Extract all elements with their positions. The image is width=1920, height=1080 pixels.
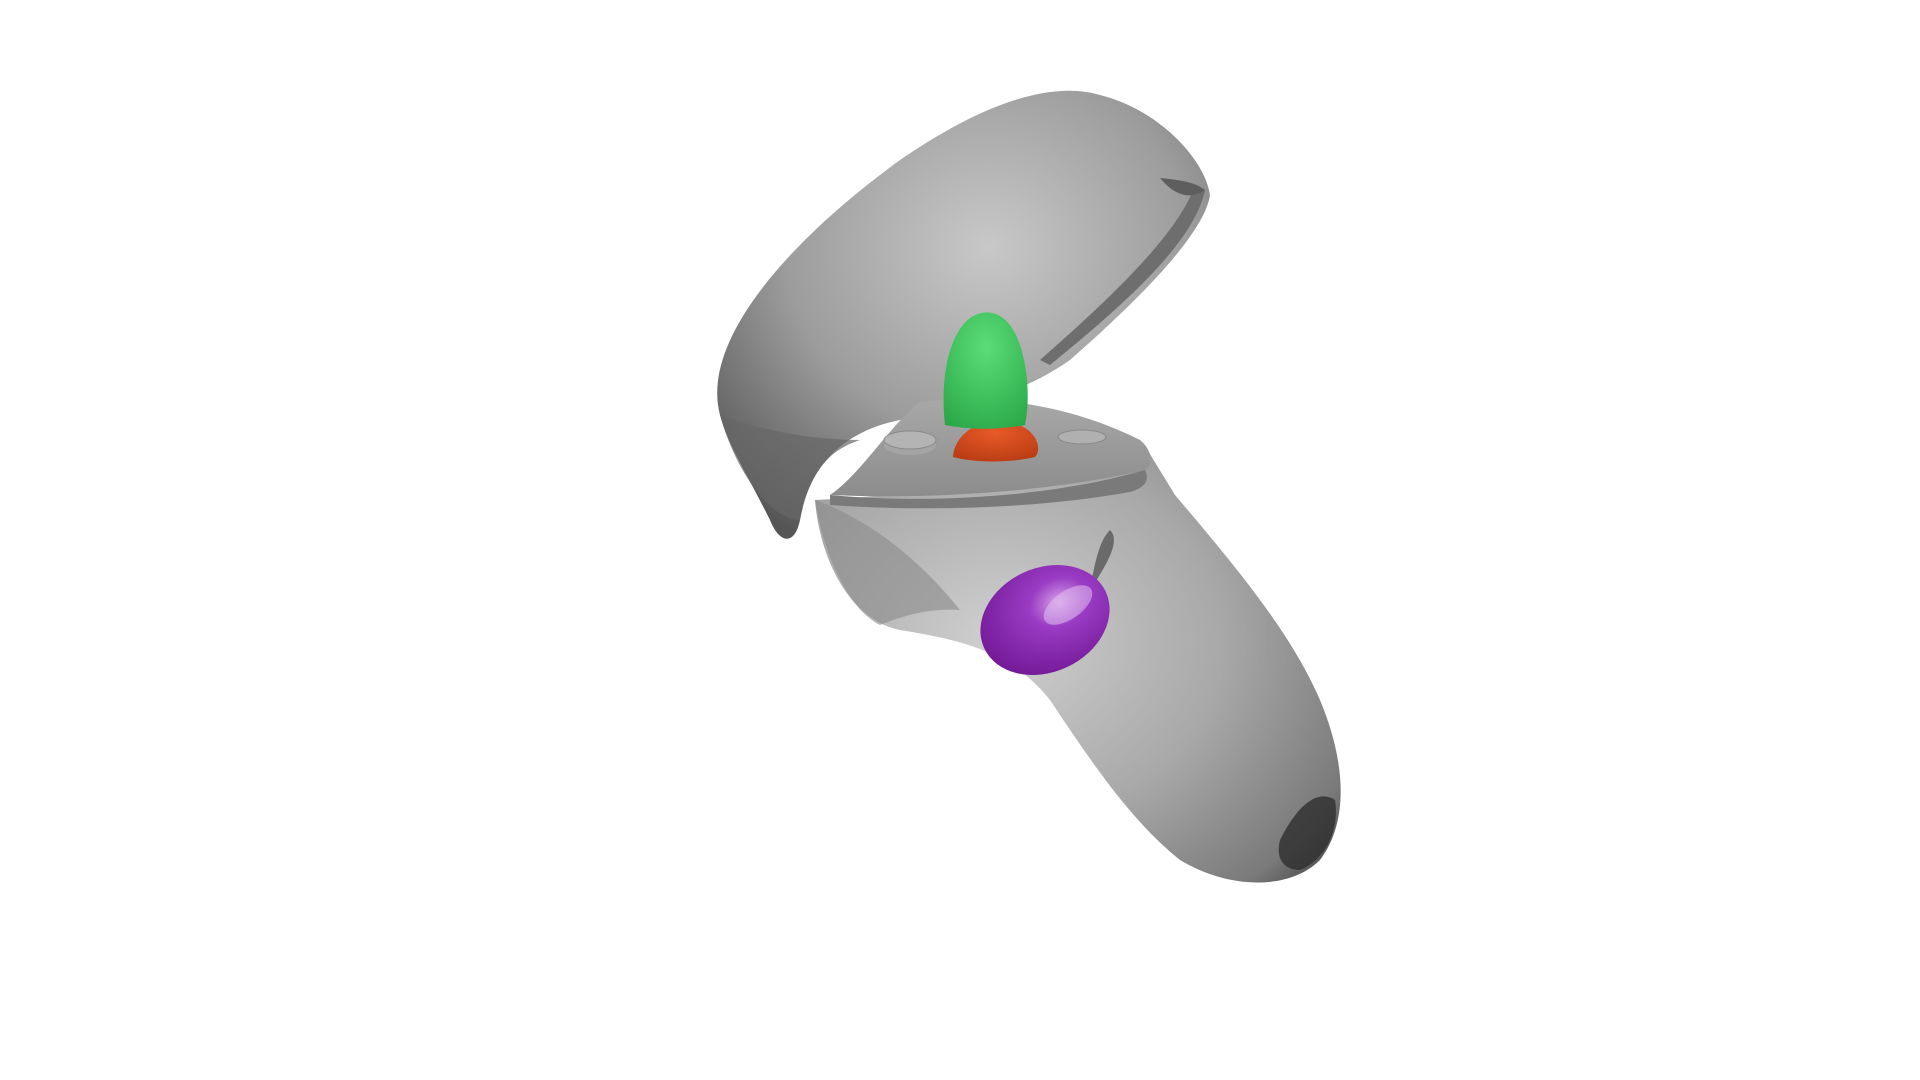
face-button-left[interactable] [883, 430, 937, 455]
trigger-purple[interactable] [962, 530, 1127, 695]
action-button-red[interactable] [953, 420, 1039, 462]
thumbstick-green[interactable] [943, 312, 1028, 429]
controller-handle [815, 445, 1341, 883]
menu-button[interactable] [1057, 429, 1107, 445]
tracking-ring [717, 90, 1210, 539]
